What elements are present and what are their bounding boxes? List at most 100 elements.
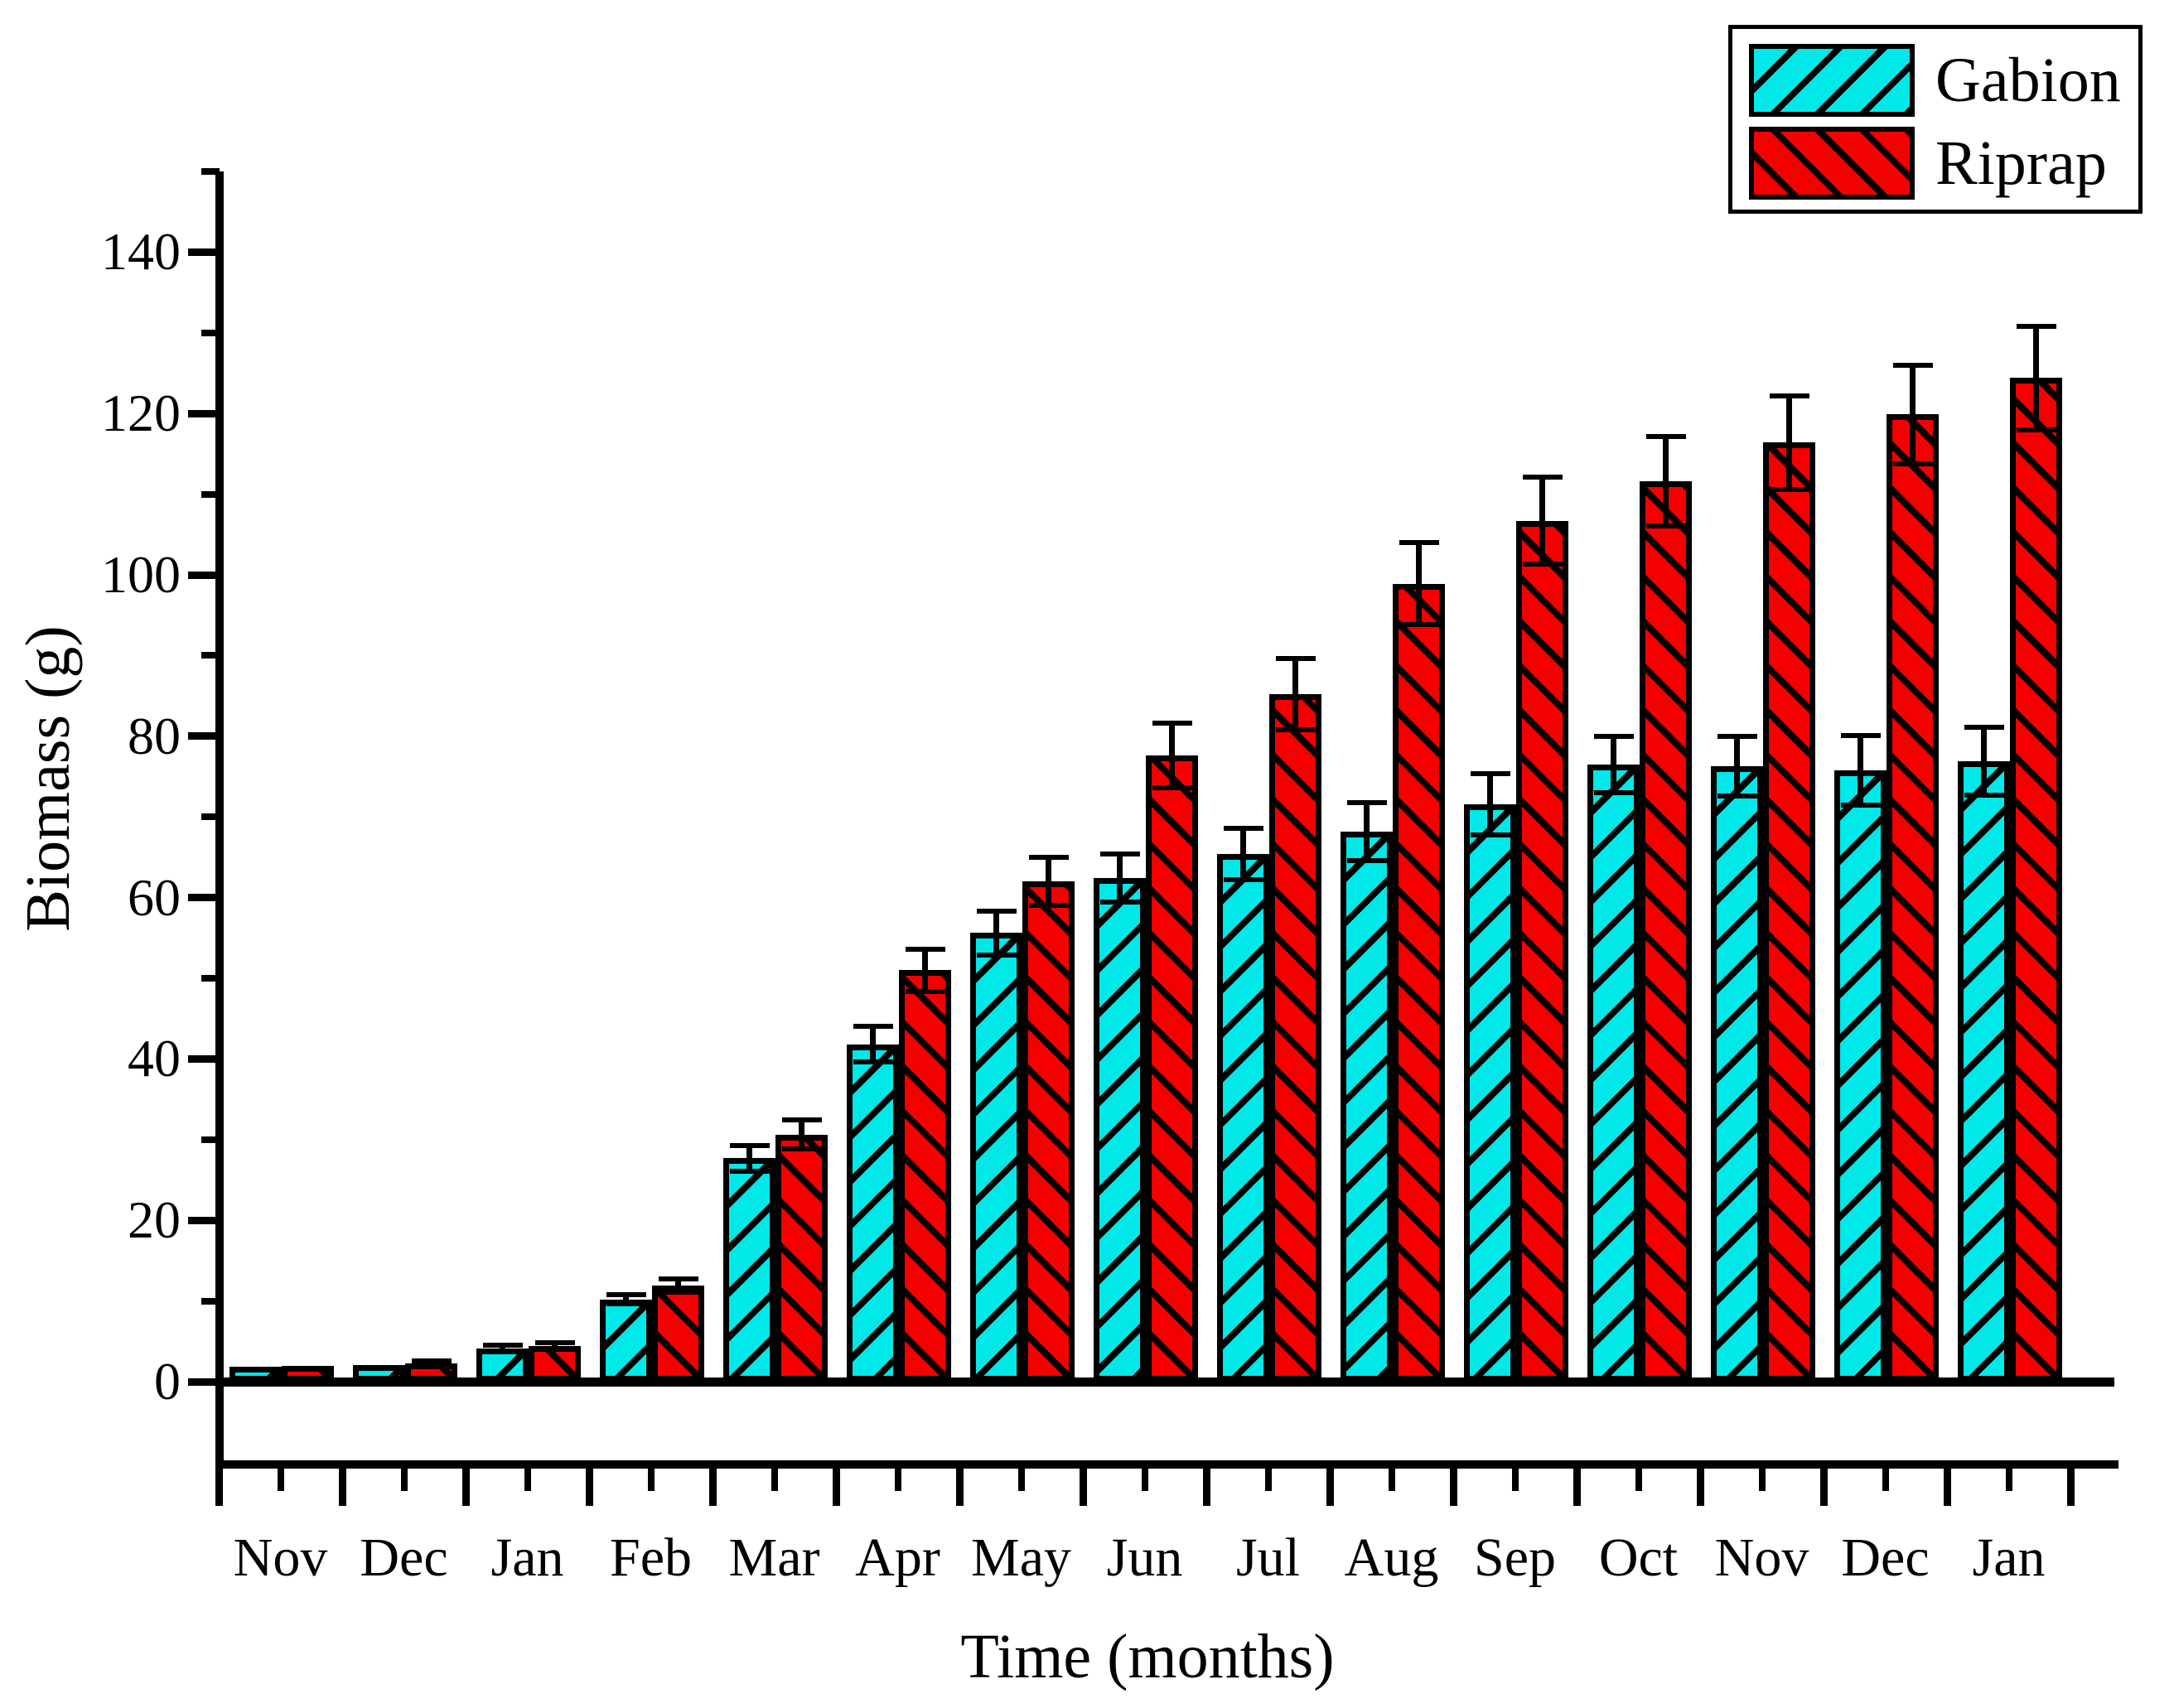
y-tick-label-80: 80: [128, 706, 181, 765]
error-cap-upper-gabion-8: [1223, 825, 1263, 831]
bar-riprap-4-mar: [775, 1134, 828, 1382]
error-stem-gabion-4: [746, 1145, 752, 1171]
error-cap-upper-riprap-1: [411, 1358, 452, 1363]
x-minor-tick-7: [1141, 1469, 1148, 1491]
x-major-tick-5: [832, 1469, 840, 1506]
x-major-tick-2: [461, 1469, 470, 1506]
error-stem-riprap-10: [1539, 477, 1545, 565]
month-label-12-nov: Nov: [1714, 1527, 1809, 1588]
legend-label-gabion: Gabion: [1935, 46, 2121, 115]
error-cap-upper-riprap-6: [1028, 854, 1069, 860]
error-stem-riprap-11: [1663, 437, 1669, 526]
error-cap-upper-riprap-7: [1152, 721, 1192, 726]
x-major-tick-6: [955, 1469, 964, 1506]
x-major-tick-11: [1573, 1469, 1581, 1506]
month-label-2-jan: Jan: [490, 1527, 564, 1588]
error-stem-gabion-3: [623, 1294, 629, 1305]
error-stem-riprap-8: [1292, 659, 1298, 730]
y-major-tick-40: [188, 1054, 220, 1063]
y-major-tick-120: [188, 409, 220, 417]
error-cap-lower-gabion-14: [1964, 792, 2004, 798]
error-stem-riprap-14: [2033, 326, 2039, 430]
error-stem-riprap-6: [1046, 856, 1051, 906]
month-label-10-sep: Sep: [1474, 1527, 1556, 1588]
y-axis-title: Biomass (g): [13, 625, 83, 932]
bar-gabion-11-oct: [1587, 764, 1640, 1382]
x-major-tick-10: [1449, 1469, 1457, 1506]
y-minor-tick-150: [201, 168, 220, 175]
x-major-tick-3: [585, 1469, 593, 1506]
x-major-tick-8: [1202, 1469, 1210, 1506]
error-cap-lower-gabion-5: [853, 1059, 893, 1065]
error-cap-upper-riprap-9: [1399, 540, 1439, 546]
error-stem-gabion-5: [870, 1026, 876, 1063]
month-label-6-may: May: [971, 1527, 1071, 1588]
bar-gabion-2-jan: [476, 1349, 529, 1382]
y-minor-tick-10: [201, 1297, 220, 1305]
x-minor-tick-5: [894, 1469, 901, 1491]
error-cap-lower-gabion-6: [976, 952, 1017, 958]
error-cap-upper-gabion-11: [1593, 733, 1634, 739]
bar-gabion-10-sep: [1464, 803, 1516, 1382]
error-cap-lower-riprap-2: [534, 1347, 575, 1353]
error-cap-lower-gabion-13: [1840, 802, 1881, 808]
error-stem-gabion-6: [993, 911, 999, 955]
bar-riprap-12-nov: [1763, 442, 1815, 1382]
bar-riprap-5-apr: [899, 970, 951, 1382]
y-tick-label-60: 60: [128, 867, 181, 927]
month-label-4-mar: Mar: [728, 1527, 820, 1588]
month-label-14-jan: Jan: [1972, 1527, 2046, 1588]
bar-riprap-6-may: [1022, 881, 1075, 1382]
error-cap-upper-gabion-7: [1099, 852, 1140, 856]
error-stem-riprap-4: [799, 1120, 804, 1150]
error-cap-upper-gabion-6: [976, 909, 1017, 914]
x-minor-tick-2: [524, 1469, 531, 1491]
y-axis-spine: [215, 171, 224, 1469]
y-major-tick-0: [188, 1377, 220, 1386]
error-stem-gabion-2: [500, 1345, 505, 1352]
error-cap-upper-riprap-14: [2016, 324, 2056, 329]
month-label-13-dec: Dec: [1841, 1527, 1930, 1588]
x-major-tick-9: [1326, 1469, 1334, 1506]
legend-swatch-gabion: [1749, 44, 1915, 117]
x-minor-tick-3: [647, 1469, 655, 1491]
bar-riprap-7-jun: [1146, 755, 1198, 1382]
y-major-tick-20: [188, 1216, 220, 1224]
error-cap-lower-riprap-12: [1769, 486, 1809, 492]
bar-gabion-4-mar: [723, 1158, 775, 1382]
error-stem-gabion-14: [1981, 727, 1987, 795]
x-minor-tick-8: [1264, 1469, 1272, 1491]
bar-riprap-10-sep: [1516, 520, 1568, 1382]
bar-riprap-11-oct: [1640, 481, 1692, 1382]
x-major-tick-1: [338, 1469, 346, 1506]
month-label-0-nov: Nov: [233, 1527, 328, 1588]
x-minor-tick-12: [1758, 1469, 1766, 1491]
error-cap-upper-riprap-12: [1769, 393, 1809, 398]
error-cap-upper-gabion-3: [606, 1291, 646, 1297]
x-minor-tick-10: [1511, 1469, 1519, 1491]
x-minor-tick-0: [277, 1469, 284, 1491]
bar-gabion-12-nov: [1711, 765, 1763, 1382]
bar-gabion-13-dec: [1834, 770, 1887, 1382]
x-major-tick-0: [215, 1469, 223, 1506]
x-major-tick-15: [2066, 1469, 2075, 1506]
x-minor-tick-6: [1017, 1469, 1025, 1491]
error-cap-upper-riprap-2: [534, 1340, 575, 1346]
x-minor-tick-11: [1635, 1469, 1642, 1491]
error-cap-lower-riprap-9: [1399, 622, 1439, 628]
error-cap-lower-riprap-8: [1275, 727, 1316, 732]
zero-baseline: [215, 1377, 2114, 1387]
x-major-tick-13: [1819, 1469, 1828, 1506]
bar-riprap-9-aug: [1393, 583, 1445, 1382]
x-major-tick-7: [1079, 1469, 1087, 1506]
error-cap-upper-gabion-5: [853, 1024, 893, 1030]
legend: Gabion Riprap: [1728, 25, 2143, 214]
y-major-tick-80: [188, 732, 220, 741]
error-stem-gabion-13: [1858, 735, 1863, 805]
error-stem-riprap-2: [552, 1343, 558, 1350]
y-minor-tick-50: [201, 975, 220, 982]
bar-gabion-3-feb: [600, 1299, 652, 1382]
error-cap-lower-riprap-11: [1645, 523, 1686, 528]
error-cap-upper-riprap-4: [781, 1117, 822, 1123]
